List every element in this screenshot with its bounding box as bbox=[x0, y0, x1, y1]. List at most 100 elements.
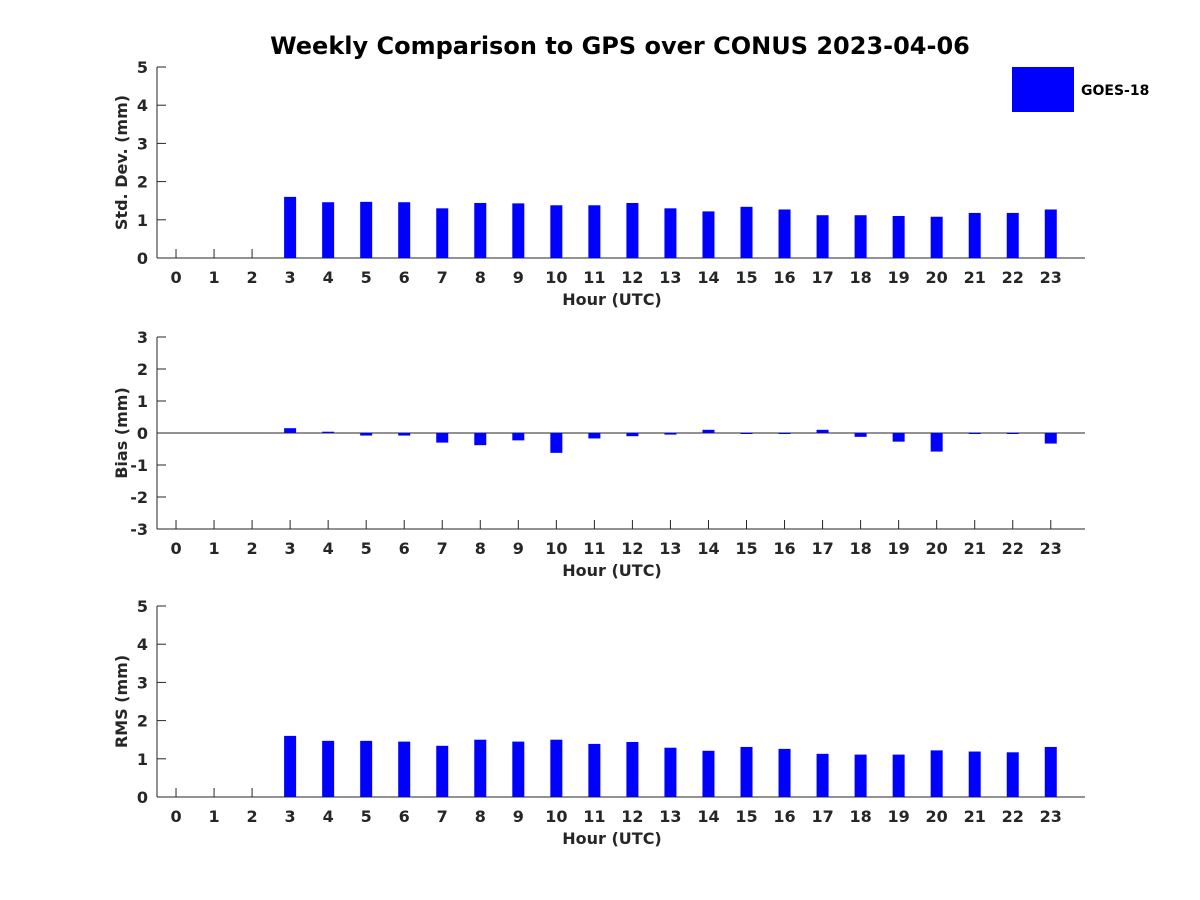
bar-hour-15 bbox=[740, 746, 753, 797]
x-tick-label: 16 bbox=[773, 268, 795, 287]
x-tick-label: 23 bbox=[1040, 807, 1062, 826]
bar-hour-18 bbox=[854, 754, 867, 797]
x-tick-label: 8 bbox=[475, 268, 486, 287]
x-axis-title: Hour (UTC) bbox=[562, 290, 662, 309]
x-tick-label: 22 bbox=[1002, 539, 1024, 558]
y-tick-label: 0 bbox=[137, 424, 148, 443]
x-tick-label: 0 bbox=[170, 807, 181, 826]
chart-title: Weekly Comparison to GPS over CONUS 2023… bbox=[270, 32, 970, 60]
y-tick-label: 3 bbox=[137, 328, 148, 347]
x-tick-label: 9 bbox=[513, 539, 524, 558]
x-tick-label: 2 bbox=[247, 268, 258, 287]
bar-hour-18 bbox=[854, 433, 867, 437]
x-tick-label: 17 bbox=[811, 807, 833, 826]
x-tick-label: 22 bbox=[1002, 268, 1024, 287]
bar-hour-22 bbox=[1006, 433, 1019, 434]
x-tick-label: 14 bbox=[697, 539, 719, 558]
bar-hour-23 bbox=[1044, 433, 1057, 444]
y-tick-label: 4 bbox=[137, 96, 148, 115]
x-tick-label: 8 bbox=[475, 807, 486, 826]
bar-hour-21 bbox=[968, 433, 981, 434]
x-tick-label: 18 bbox=[849, 807, 871, 826]
x-tick-label: 11 bbox=[583, 539, 605, 558]
bar-hour-20 bbox=[930, 433, 943, 452]
legend: GOES-18 bbox=[1012, 67, 1149, 112]
y-tick-label: -1 bbox=[130, 456, 148, 475]
x-tick-label: 23 bbox=[1040, 539, 1062, 558]
x-tick-label: 16 bbox=[773, 807, 795, 826]
x-tick-label: 2 bbox=[247, 807, 258, 826]
y-tick-label: 1 bbox=[137, 211, 148, 230]
x-tick-label: 19 bbox=[888, 539, 910, 558]
x-tick-label: 11 bbox=[583, 807, 605, 826]
bar-hour-19 bbox=[892, 433, 905, 442]
x-tick-label: 20 bbox=[926, 268, 948, 287]
bar-hour-5 bbox=[360, 433, 373, 436]
x-tick-label: 1 bbox=[208, 807, 219, 826]
x-tick-label: 17 bbox=[811, 539, 833, 558]
bar-hour-19 bbox=[892, 754, 905, 797]
bar-hour-3 bbox=[284, 428, 297, 433]
bar-hour-10 bbox=[550, 205, 563, 258]
x-tick-label: 19 bbox=[888, 807, 910, 826]
x-tick-label: 14 bbox=[697, 268, 719, 287]
bar-hour-11 bbox=[588, 433, 601, 439]
bar-hour-14 bbox=[702, 429, 715, 433]
x-tick-label: 21 bbox=[964, 268, 986, 287]
bar-hour-20 bbox=[930, 750, 943, 797]
bar-hour-17 bbox=[816, 215, 829, 258]
x-tick-label: 15 bbox=[735, 268, 757, 287]
x-tick-label: 4 bbox=[323, 539, 334, 558]
bar-hour-17 bbox=[816, 753, 829, 797]
x-tick-label: 7 bbox=[437, 539, 448, 558]
bar-hour-5 bbox=[360, 201, 373, 258]
x-tick-label: 9 bbox=[513, 807, 524, 826]
x-tick-label: 13 bbox=[659, 807, 681, 826]
bar-hour-7 bbox=[436, 433, 449, 443]
x-tick-label: 8 bbox=[475, 539, 486, 558]
y-tick-label: 2 bbox=[137, 173, 148, 192]
x-tick-label: 23 bbox=[1040, 268, 1062, 287]
y-axis-title: Bias (mm) bbox=[112, 387, 131, 479]
x-tick-label: 7 bbox=[437, 268, 448, 287]
x-tick-label: 5 bbox=[361, 807, 372, 826]
legend-label-goes-18: GOES-18 bbox=[1081, 83, 1149, 99]
legend-swatch-goes-18 bbox=[1012, 67, 1074, 112]
x-tick-label: 3 bbox=[285, 268, 296, 287]
x-axis-title: Hour (UTC) bbox=[562, 561, 662, 580]
bar-hour-21 bbox=[968, 751, 981, 797]
x-tick-label: 16 bbox=[773, 539, 795, 558]
x-tick-label: 1 bbox=[208, 539, 219, 558]
bar-hour-4 bbox=[322, 431, 335, 433]
bar-hour-12 bbox=[626, 741, 639, 797]
bar-hour-13 bbox=[664, 208, 677, 258]
bar-hour-21 bbox=[968, 212, 981, 258]
bar-hour-22 bbox=[1006, 752, 1019, 797]
x-tick-label: 12 bbox=[621, 268, 643, 287]
x-tick-label: 4 bbox=[323, 268, 334, 287]
x-tick-label: 5 bbox=[361, 539, 372, 558]
bar-hour-19 bbox=[892, 215, 905, 258]
bar-hour-16 bbox=[778, 433, 791, 434]
x-tick-label: 15 bbox=[735, 539, 757, 558]
bar-hour-10 bbox=[550, 433, 563, 453]
bar-hour-6 bbox=[398, 741, 411, 797]
x-tick-label: 17 bbox=[811, 268, 833, 287]
y-tick-label: 2 bbox=[137, 712, 148, 731]
bar-hour-10 bbox=[550, 739, 563, 797]
y-tick-label: 4 bbox=[137, 635, 148, 654]
x-tick-label: 20 bbox=[926, 807, 948, 826]
bar-hour-16 bbox=[778, 209, 791, 258]
x-tick-label: 9 bbox=[513, 268, 524, 287]
bar-hour-5 bbox=[360, 740, 373, 797]
bar-hour-9 bbox=[512, 433, 525, 441]
bar-hour-14 bbox=[702, 211, 715, 258]
bar-hour-11 bbox=[588, 743, 601, 797]
x-tick-label: 0 bbox=[170, 268, 181, 287]
x-axis-title: Hour (UTC) bbox=[562, 829, 662, 848]
x-tick-label: 13 bbox=[659, 539, 681, 558]
x-tick-label: 6 bbox=[399, 539, 410, 558]
